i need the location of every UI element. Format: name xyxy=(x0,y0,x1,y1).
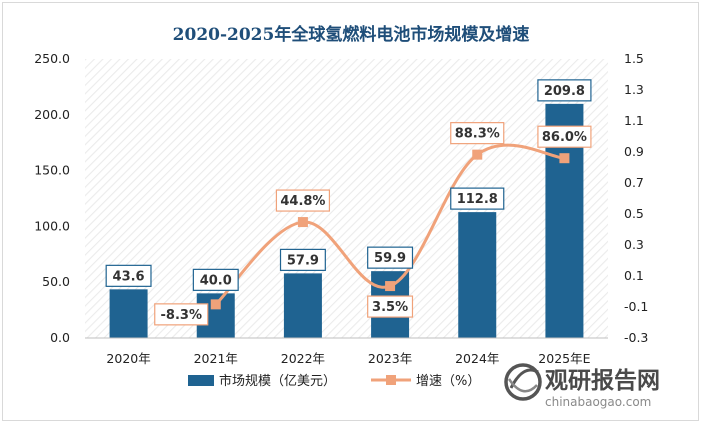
y-left-axis: 0.0 50.0 100.0 150.0 200.0 250.0 xyxy=(34,51,70,345)
legend-line-marker xyxy=(386,375,396,385)
line-label: 86.0% xyxy=(542,130,587,145)
y-right-axis: -0.3 -0.1 0.1 0.3 0.5 0.7 0.9 1.1 1.3 1.5 xyxy=(624,51,648,345)
line-label: 3.5% xyxy=(372,300,408,315)
growth-marker xyxy=(297,217,308,228)
y-left-tick: 150.0 xyxy=(34,163,70,178)
growth-marker xyxy=(559,153,570,164)
x-tick: 2021年 xyxy=(194,351,238,366)
x-tick: 2024年 xyxy=(455,351,499,366)
growth-marker xyxy=(385,281,396,292)
bar-label-box xyxy=(192,268,239,291)
bar-label-box xyxy=(105,264,152,287)
x-tick: 2023年 xyxy=(368,351,412,366)
plot-area xyxy=(85,59,608,338)
bar xyxy=(283,273,322,338)
y-right-tick: 0.5 xyxy=(624,206,644,221)
bar-label-box xyxy=(537,79,592,102)
watermark-cn: 观研报告网 xyxy=(545,368,660,394)
line-labels: -8.3% 44.8% 3.5% 88.3% 86.0% xyxy=(154,122,592,326)
x-axis: 2020年 2021年 2022年 2023年 2024年 2025年E xyxy=(106,351,590,366)
chart-title: 2020-2025年全球氢燃料电池市场规模及增速 xyxy=(173,24,530,45)
y-right-tick: -0.1 xyxy=(624,299,648,314)
bar-label: 57.9 xyxy=(287,253,319,268)
watermark-en: chinabaogao.com xyxy=(545,395,651,409)
y-right-tick: 0.3 xyxy=(624,237,644,252)
line-label: -8.3% xyxy=(161,308,202,323)
y-right-tick: 0.7 xyxy=(624,175,644,190)
bar-labels: 43.6 40.0 57.9 59.9 112.8 209.8 xyxy=(105,79,592,291)
bar-label-box xyxy=(367,246,414,269)
y-left-tick: 250.0 xyxy=(34,51,70,66)
y-right-tick: -0.3 xyxy=(624,330,648,345)
growth-marker xyxy=(210,299,221,310)
x-tick: 2025年E xyxy=(538,351,590,366)
y-right-tick: 1.5 xyxy=(624,51,644,66)
y-left-tick: 50.0 xyxy=(42,274,70,289)
bar-label: 112.8 xyxy=(457,192,498,207)
line-label-box xyxy=(367,295,414,318)
y-left-tick: 200.0 xyxy=(34,107,70,122)
legend-bar-label: 市场规模（亿美元） xyxy=(219,373,336,389)
y-right-tick: 0.1 xyxy=(624,268,644,283)
bar-label-box xyxy=(450,187,505,210)
legend-line-label: 增速（%） xyxy=(416,374,480,389)
growth-marker xyxy=(472,149,483,160)
y-right-tick: 1.1 xyxy=(624,113,644,128)
y-left-tick: 100.0 xyxy=(34,218,70,233)
x-tick: 2022年 xyxy=(281,351,325,366)
y-left-tick: 0.0 xyxy=(50,330,70,345)
bar-label: 43.6 xyxy=(113,269,145,284)
line-label-box xyxy=(450,122,505,145)
x-tick: 2020年 xyxy=(106,351,150,366)
legend: 市场规模（亿美元） 增速（%） xyxy=(188,373,480,389)
line-series xyxy=(210,143,570,310)
line-label-box xyxy=(154,303,209,326)
legend-bar-swatch xyxy=(188,375,214,386)
bar-label: 59.9 xyxy=(374,251,406,266)
y-right-tick: 0.9 xyxy=(624,144,644,159)
line-label: 44.8% xyxy=(280,194,325,209)
line-label-box xyxy=(275,189,331,212)
y-right-tick: 1.3 xyxy=(624,82,644,97)
line-label-box xyxy=(537,125,592,148)
bar xyxy=(109,289,148,338)
bar-label: 40.0 xyxy=(200,273,232,288)
watermark: 观研报告网 chinabaogao.com xyxy=(504,363,660,409)
bar xyxy=(458,212,497,338)
bar-label: 209.8 xyxy=(544,84,585,99)
watermark-logo-icon xyxy=(504,363,542,401)
line-label: 88.3% xyxy=(455,127,500,142)
bar-label-box xyxy=(279,248,326,271)
